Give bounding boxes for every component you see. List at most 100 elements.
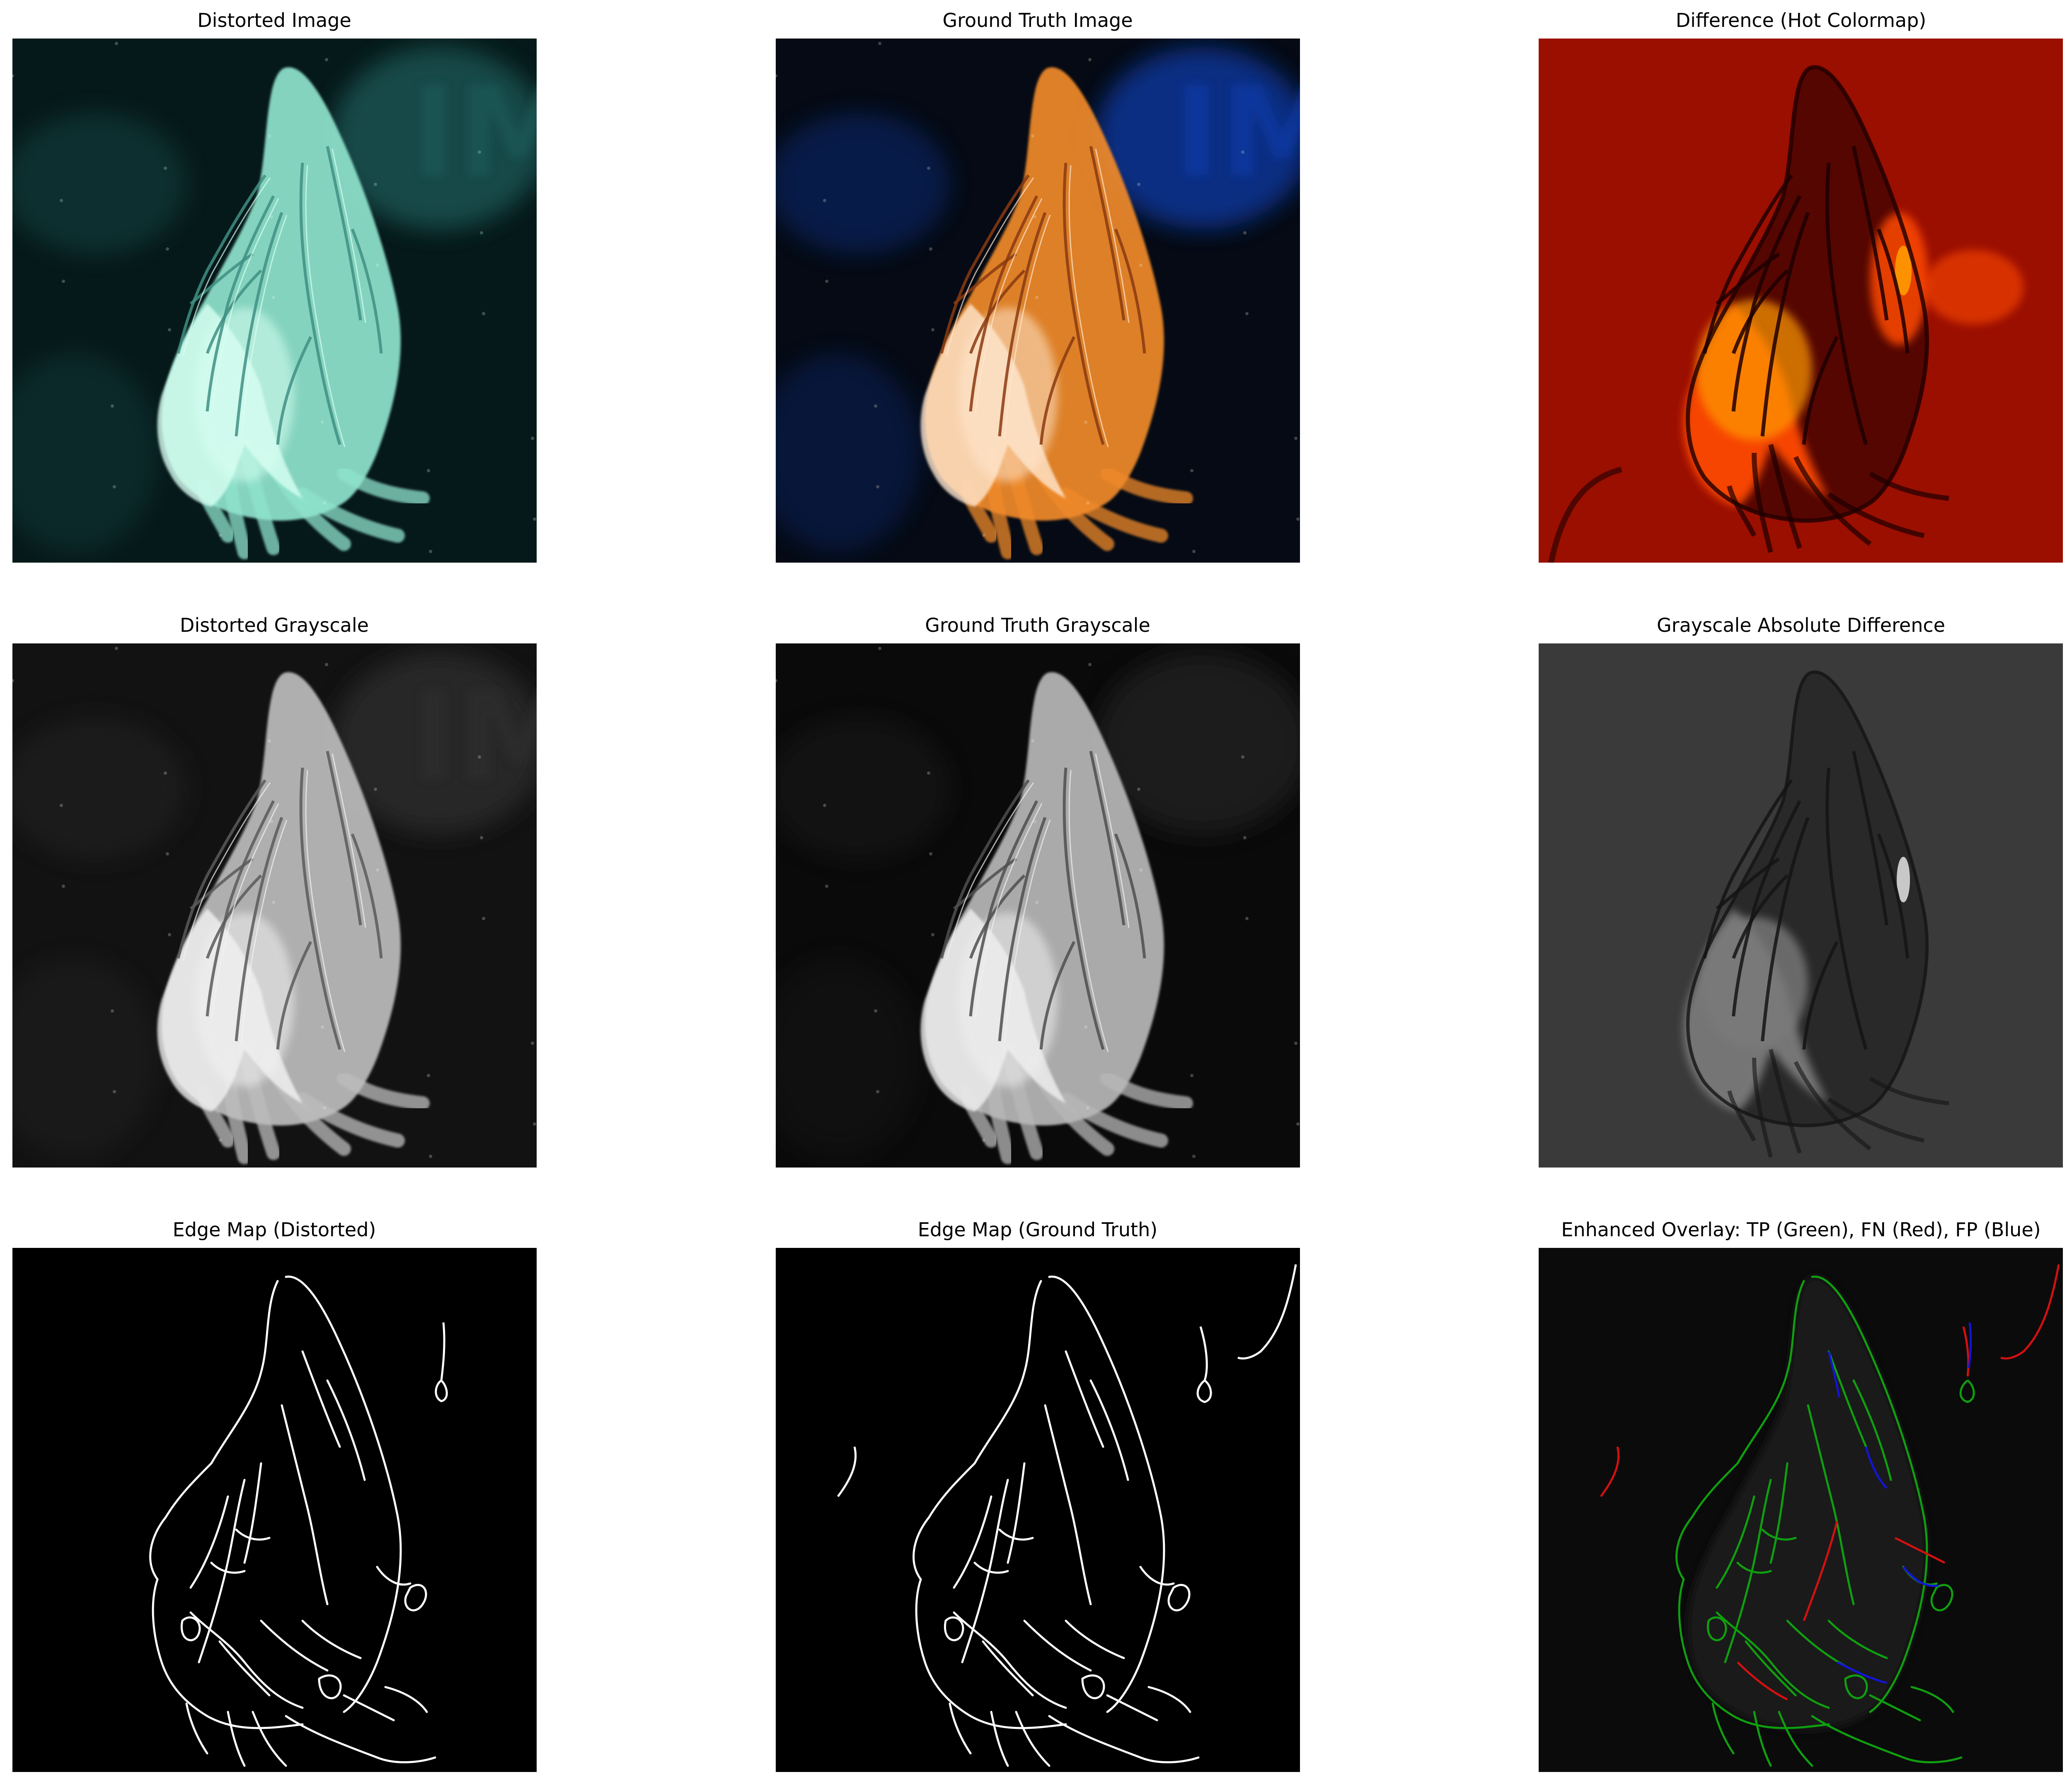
jellyfish-filament-highlight bbox=[305, 165, 346, 447]
difference-outline bbox=[1686, 670, 1929, 1127]
jellyfish-filament bbox=[1089, 751, 1126, 926]
edge-contour bbox=[285, 1275, 402, 1713]
particle bbox=[1243, 231, 1247, 234]
edge-contour bbox=[949, 1702, 972, 1755]
jellyfish-filament-highlight bbox=[946, 177, 1034, 356]
particle bbox=[482, 312, 485, 315]
overlay-true-positive bbox=[1745, 1640, 1797, 1697]
overlay-true-positive bbox=[1706, 1616, 1727, 1641]
background-lettering: IM bbox=[1174, 60, 1343, 205]
overlay-true-positive bbox=[1844, 1674, 1868, 1699]
overlay-true-positive bbox=[1716, 1611, 1830, 1709]
particle bbox=[927, 771, 930, 775]
particle bbox=[168, 328, 171, 331]
overlay-false-negative bbox=[2000, 1264, 2060, 1360]
particle bbox=[376, 868, 379, 872]
particle bbox=[323, 1106, 326, 1110]
edge-contour bbox=[1007, 1462, 1026, 1564]
difference-dark-edge bbox=[1731, 195, 1802, 412]
difference-peak bbox=[1897, 857, 1910, 902]
particle bbox=[115, 42, 118, 45]
jellyfish-filament bbox=[206, 269, 262, 354]
overlay-true-positive bbox=[1828, 1620, 1888, 1659]
difference-dark-edge bbox=[1828, 1097, 1925, 1143]
jellyfish-filament-highlight bbox=[240, 819, 288, 1044]
jellyfish-filament-highlight bbox=[1095, 753, 1130, 928]
edge-contour bbox=[189, 1611, 304, 1709]
edge-loop bbox=[404, 1584, 427, 1612]
particle bbox=[60, 199, 63, 202]
jellyfish-filament-highlight bbox=[211, 803, 279, 1019]
particle bbox=[268, 134, 271, 138]
jellyfish-filament-highlight bbox=[1095, 148, 1130, 323]
jellyfish-filament-highlight bbox=[1068, 165, 1109, 447]
title-difference-hot: Difference (Hot Colormap) bbox=[1676, 9, 1927, 31]
overlay-false-negative bbox=[1803, 1521, 1838, 1621]
particle bbox=[1139, 868, 1143, 872]
background-glow bbox=[1095, 47, 1300, 229]
edge-contour bbox=[973, 1280, 1042, 1465]
particle bbox=[111, 1009, 114, 1013]
edge-contour bbox=[1139, 1566, 1175, 1586]
overlay-true-positive bbox=[1959, 1379, 1975, 1403]
edge-contour bbox=[1089, 1379, 1129, 1481]
jellyfish-filament-highlight bbox=[332, 753, 366, 928]
edge-contour bbox=[953, 1495, 992, 1589]
particle bbox=[776, 74, 777, 77]
jellyfish-filament-highlight bbox=[1004, 819, 1051, 1044]
difference-dark-edge bbox=[1716, 857, 1780, 910]
overlay-true-positive bbox=[1910, 1686, 1954, 1713]
edge-contour bbox=[210, 1562, 246, 1574]
difference-bright-region bbox=[1700, 917, 1808, 1049]
overlay-false-negative bbox=[1894, 1537, 1946, 1564]
overlay-true-positive bbox=[1852, 1379, 1892, 1481]
difference-dark-edge bbox=[1732, 800, 1801, 1017]
difference-dark-edge bbox=[1869, 1076, 1949, 1105]
jellyfish-filament bbox=[326, 751, 362, 926]
jellyfish-filament bbox=[969, 269, 1026, 354]
particle bbox=[1241, 150, 1244, 154]
particle bbox=[111, 404, 114, 408]
jellyfish-filament-highlight bbox=[975, 198, 1043, 414]
jellyfish-filament bbox=[299, 767, 341, 1050]
jellyfish-filament bbox=[206, 195, 275, 412]
particle bbox=[1137, 788, 1140, 791]
jellyfish-filament bbox=[969, 874, 1026, 959]
difference-hotspot bbox=[1924, 250, 2024, 324]
overlay-true-positive bbox=[1869, 1694, 1921, 1721]
title-edge-map-distorted: Edge Map (Distorted) bbox=[173, 1218, 376, 1241]
overlay-false-positive bbox=[1968, 1322, 1972, 1368]
jellyfish-filament bbox=[940, 779, 1030, 959]
particle bbox=[1296, 1122, 1300, 1126]
edge-contour bbox=[376, 1566, 411, 1586]
jellyfish-filament bbox=[1039, 336, 1076, 445]
jellyfish-filament bbox=[1039, 941, 1076, 1050]
edge-contour bbox=[189, 1495, 229, 1589]
particle bbox=[376, 263, 379, 267]
background-glow bbox=[332, 652, 537, 834]
particle bbox=[927, 167, 930, 170]
panel-distorted-grayscale: IM bbox=[12, 643, 537, 1168]
background-lettering: IM bbox=[410, 60, 580, 205]
overlay-true-positive bbox=[1724, 1479, 1772, 1663]
edge-contour bbox=[384, 1686, 428, 1713]
jellyfish-filament-highlight bbox=[240, 215, 288, 439]
particle bbox=[931, 328, 934, 331]
particle bbox=[12, 74, 14, 77]
background-glow bbox=[12, 113, 186, 254]
edge-contour bbox=[1048, 1715, 1200, 1763]
particle bbox=[1192, 550, 1196, 553]
difference-dark-edge bbox=[1731, 269, 1789, 354]
edge-contour bbox=[285, 1715, 436, 1763]
particle bbox=[1190, 1074, 1193, 1077]
particle bbox=[1084, 1025, 1087, 1029]
difference-dark-edge bbox=[1752, 452, 1773, 553]
edge-contour bbox=[326, 1379, 366, 1481]
overlay-true-positive bbox=[1675, 1462, 1739, 1581]
jellyfish-filament bbox=[1063, 767, 1105, 1050]
particle bbox=[1031, 134, 1034, 138]
edge-contour bbox=[915, 1578, 1067, 1729]
particle bbox=[427, 1074, 430, 1077]
jellyfish-filament bbox=[235, 817, 283, 1042]
particle bbox=[1088, 663, 1092, 666]
